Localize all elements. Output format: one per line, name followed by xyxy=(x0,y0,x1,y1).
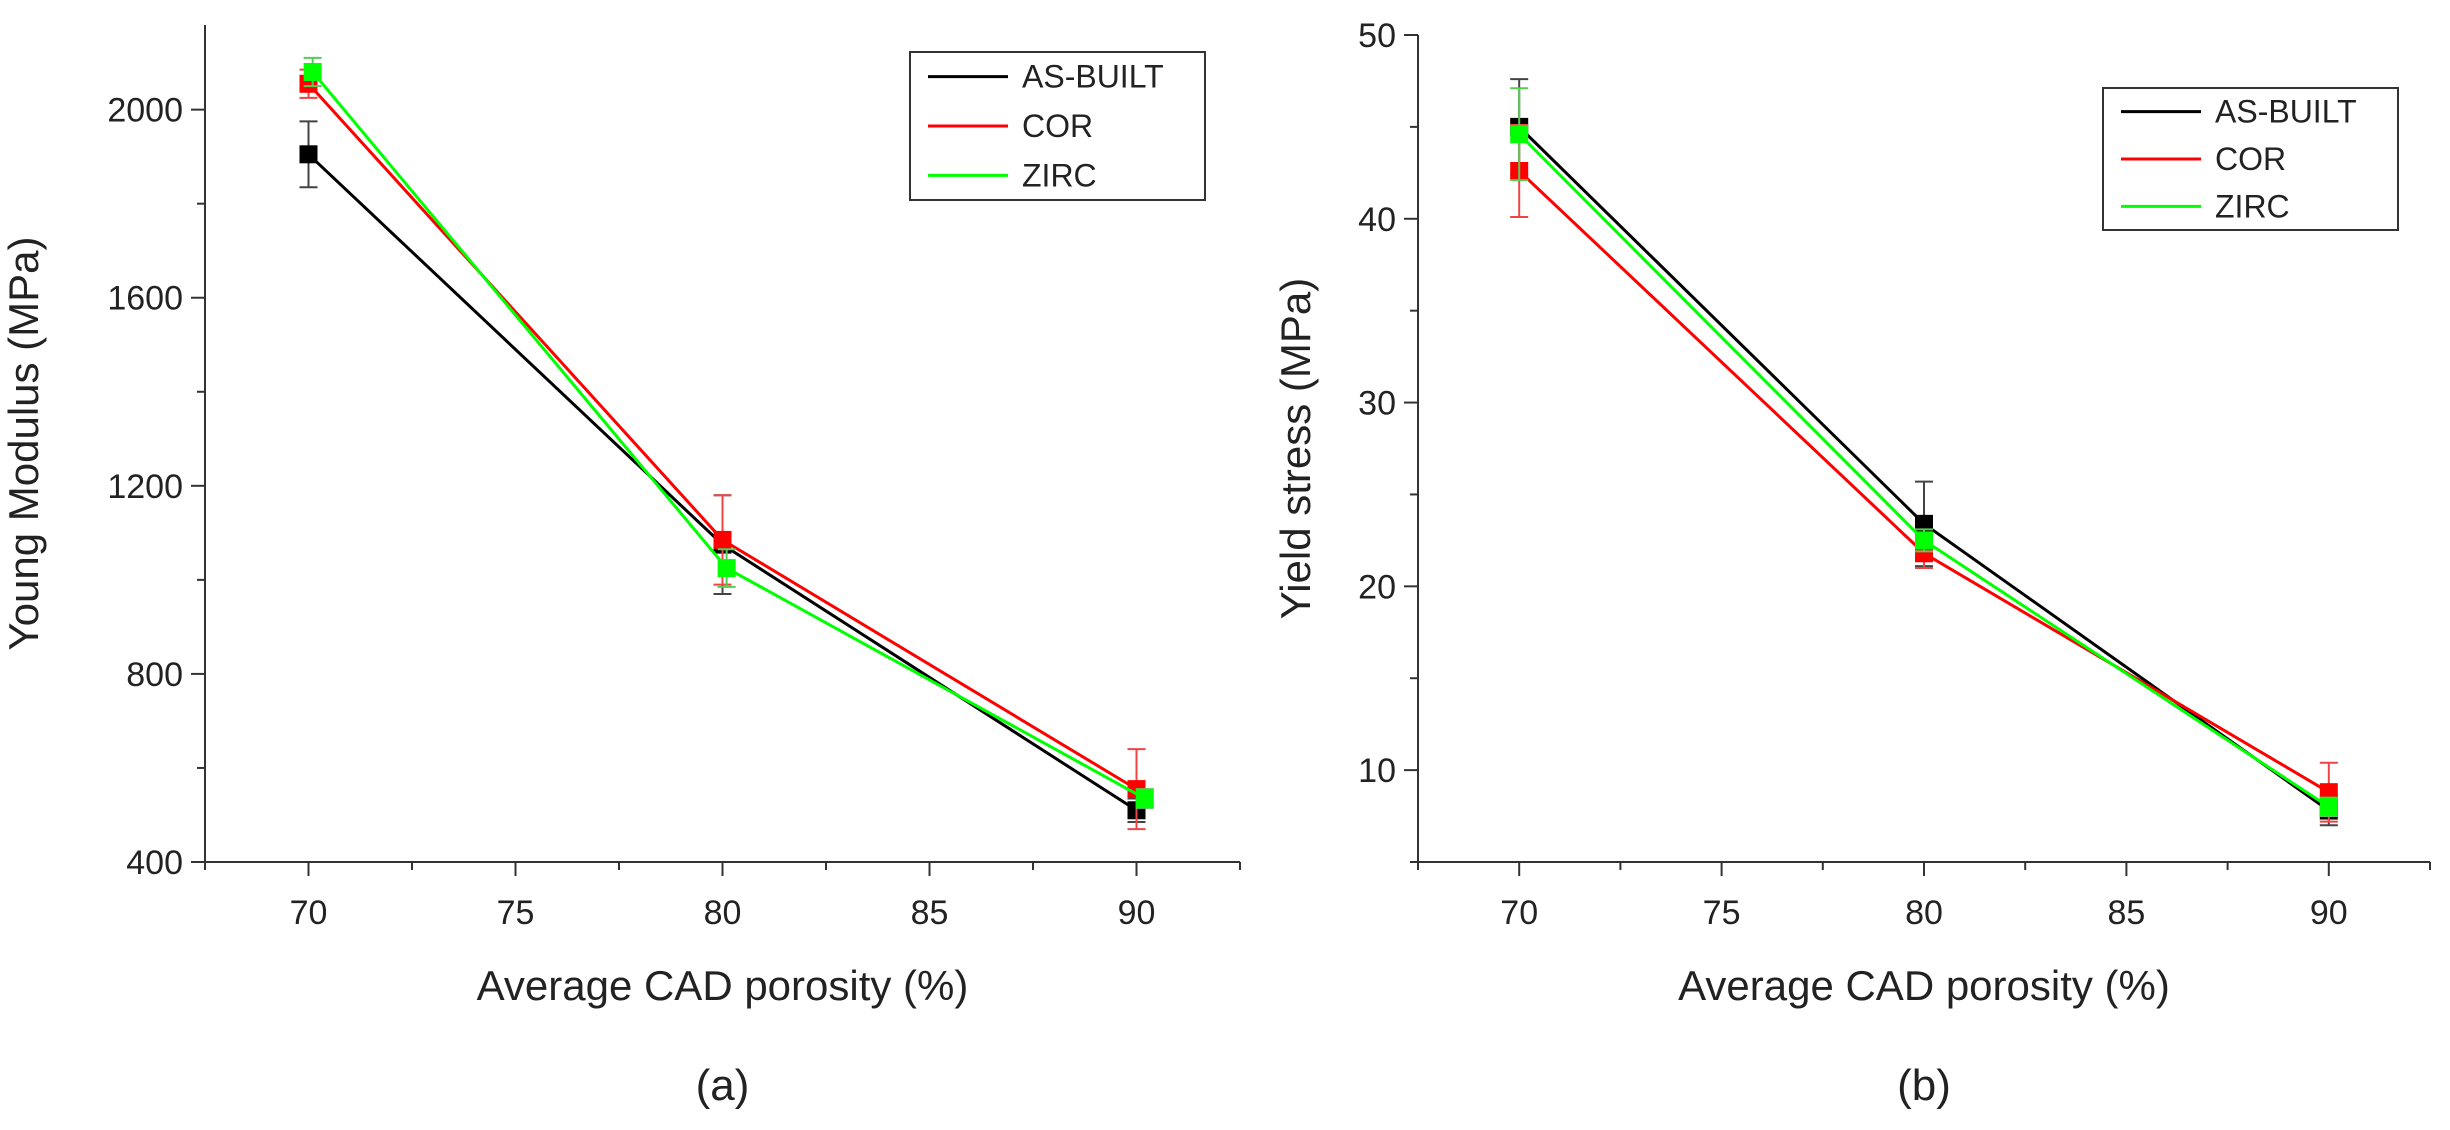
x-tick-label: 75 xyxy=(1703,894,1741,932)
data-point xyxy=(717,559,736,578)
legend-label: AS-BUILT xyxy=(2215,94,2357,130)
x-tick-label: 70 xyxy=(1500,894,1538,932)
data-point xyxy=(1135,789,1154,808)
legend-label: COR xyxy=(1022,108,1093,144)
chart-panel-b: 70 75 80 85 90 10 20 30 40 50 Average CAD porosity… xyxy=(1272,17,2431,1110)
series-line xyxy=(307,153,1138,812)
data-point xyxy=(713,530,732,549)
x-axis-label: Average CAD porosity (%) xyxy=(477,962,969,1009)
data-point xyxy=(299,145,318,164)
data-point xyxy=(1915,531,1933,550)
panel-label: (b) xyxy=(1897,1061,1951,1110)
legend-label: AS-BUILT xyxy=(1022,59,1164,95)
data-point xyxy=(1915,514,1933,533)
series-zirc xyxy=(1510,87,2338,818)
series-line xyxy=(1518,133,2330,809)
data-point xyxy=(1510,125,1529,144)
y-tick-label: 400 xyxy=(126,844,183,882)
y-tick-label: 10 xyxy=(1358,752,1396,790)
y-tick-label: 50 xyxy=(1358,17,1396,55)
data-point xyxy=(303,63,322,82)
x-tick-label: 80 xyxy=(704,894,742,932)
y-tick-label: 30 xyxy=(1358,385,1396,423)
x-tick-label: 70 xyxy=(290,894,328,932)
legend: AS-BUILT COR ZIRC xyxy=(909,51,1206,201)
y-tick-label: 20 xyxy=(1358,568,1396,606)
legend: AS-BUILT COR ZIRC xyxy=(2102,87,2399,231)
x-axis-label: Average CAD porosity (%) xyxy=(1678,962,2170,1009)
data-point xyxy=(2319,797,2338,816)
x-tick-label: 80 xyxy=(1905,894,1943,932)
y-axis-label: Young Modulus (MPa) xyxy=(0,236,47,650)
y-tick-label: 2000 xyxy=(107,92,183,130)
series-zirc xyxy=(303,56,1154,809)
chart-panel-a: 70 75 80 85 90 400 800 1200 1600 2000 Average CAD … xyxy=(0,25,1241,1110)
y-tick-label: 1200 xyxy=(107,468,183,506)
data-point xyxy=(2319,783,2338,802)
legend-label: ZIRC xyxy=(2215,188,2290,224)
legend-label: ZIRC xyxy=(1022,157,1097,193)
y-axis-label: Yield stress (MPa) xyxy=(1272,278,1319,620)
y-tick-label: 800 xyxy=(126,656,183,694)
x-tick-label: 90 xyxy=(2310,894,2348,932)
x-tick-label: 90 xyxy=(1118,894,1156,932)
x-tick-label: 85 xyxy=(911,894,949,932)
x-tick-label: 85 xyxy=(2107,894,2145,932)
y-tick-label: 40 xyxy=(1358,201,1396,239)
x-tick-label: 75 xyxy=(497,894,535,932)
y-tick-label: 1600 xyxy=(107,280,183,318)
legend-label: COR xyxy=(2215,141,2286,177)
panel-label: (a) xyxy=(696,1061,750,1110)
